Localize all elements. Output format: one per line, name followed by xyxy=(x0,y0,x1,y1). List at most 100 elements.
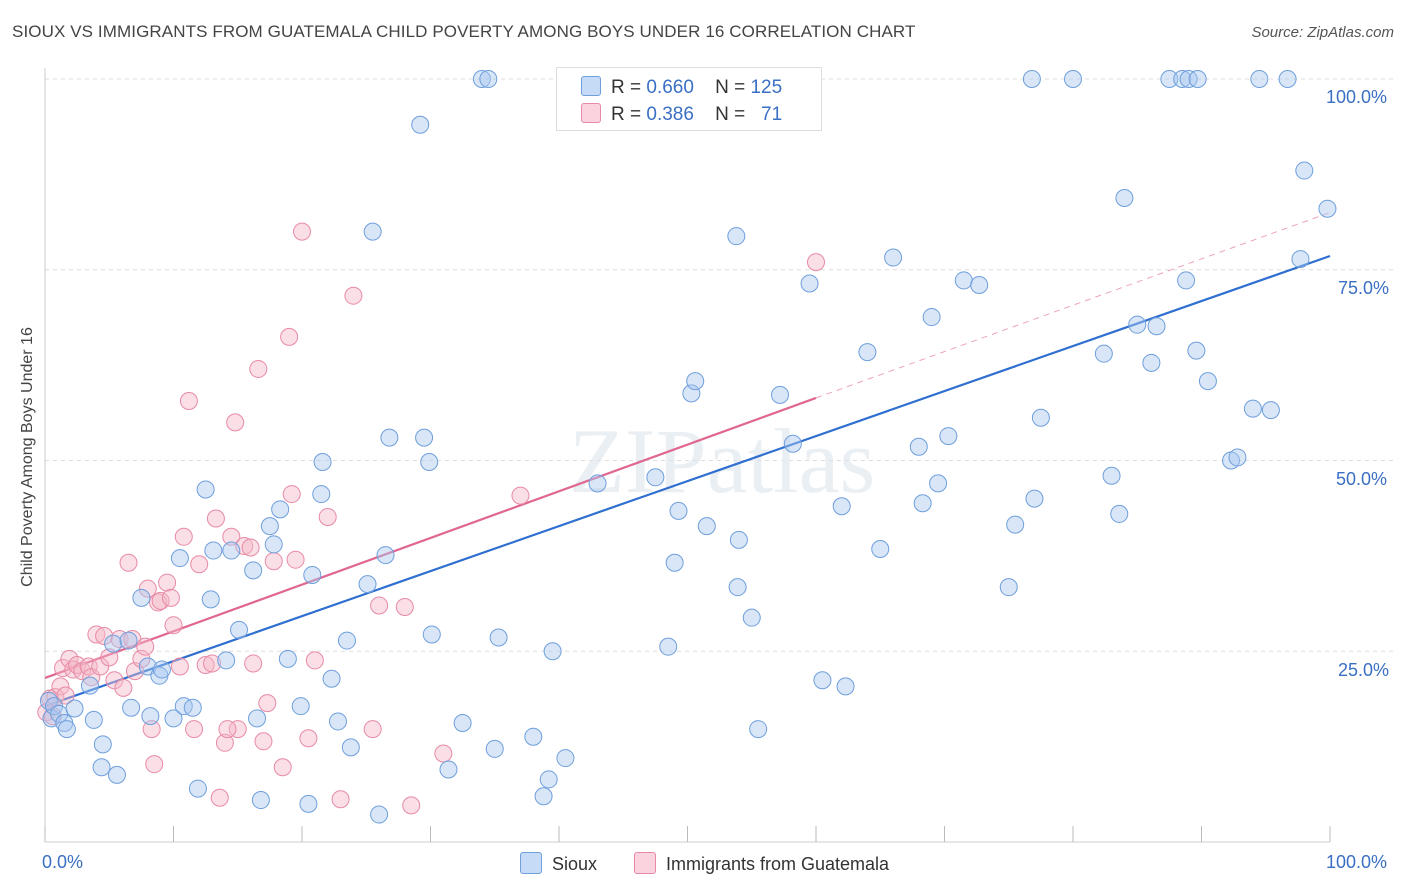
legend-label: Immigrants from Guatemala xyxy=(666,854,890,874)
sioux-point xyxy=(248,709,267,728)
sioux-point xyxy=(299,794,318,813)
guatemala-point xyxy=(807,253,825,272)
trend-lines xyxy=(44,212,1331,708)
sioux-point xyxy=(230,620,249,639)
sioux-point xyxy=(999,578,1018,597)
guatemala-point xyxy=(56,686,75,705)
sioux-point xyxy=(871,540,890,559)
guatemala-point xyxy=(114,678,133,697)
legend-item-sioux: Sioux xyxy=(520,852,597,875)
sioux-point xyxy=(1250,70,1269,88)
sioux-point xyxy=(1198,372,1217,391)
sioux-point xyxy=(543,642,562,661)
sioux-point xyxy=(489,628,508,647)
sioux-point xyxy=(1160,70,1179,88)
guatemala-point xyxy=(344,286,363,305)
guatemala-point xyxy=(293,222,311,241)
sioux-point xyxy=(1006,515,1025,534)
n-label: N = xyxy=(715,77,746,98)
sioux-point xyxy=(729,530,748,549)
sioux-point xyxy=(264,535,283,554)
guatemala-point xyxy=(282,485,301,504)
guatemala-point xyxy=(254,732,273,751)
guatemala-point xyxy=(158,573,177,592)
sioux-point xyxy=(1110,504,1129,523)
sioux-point xyxy=(84,710,103,729)
guatemala-point xyxy=(258,694,277,713)
sioux-point xyxy=(858,343,877,362)
sioux-point xyxy=(682,384,701,403)
sioux-point xyxy=(39,691,58,710)
correlation-legend: R = 0.660 N = 125 R = 0.386 N = 71 xyxy=(556,67,822,131)
sioux-point xyxy=(1261,401,1280,420)
guatemala-point xyxy=(196,655,215,674)
sioux-point xyxy=(472,70,491,88)
guatemala-point xyxy=(138,579,157,598)
legend-row-guatemala: R = 0.386 N = 71 xyxy=(581,103,782,125)
guatemala-point xyxy=(395,597,414,616)
sioux-point xyxy=(669,501,688,520)
sioux-point xyxy=(771,385,790,404)
sioux-point xyxy=(534,787,553,806)
guatemala-point xyxy=(179,391,198,410)
sioux-point xyxy=(1187,341,1206,360)
guatemala-swatch xyxy=(581,103,601,123)
sioux-point xyxy=(341,738,360,757)
sioux-point xyxy=(1278,70,1297,88)
sioux-point xyxy=(646,468,665,487)
sioux-point xyxy=(1094,344,1113,363)
sioux-point xyxy=(313,453,332,472)
sioux-point xyxy=(92,758,111,777)
sioux-trend-line xyxy=(44,254,1331,708)
y-tick-label: 75.0% xyxy=(1338,278,1390,298)
n-value: 71 xyxy=(761,104,783,125)
sioux-point xyxy=(1142,353,1161,372)
guatemala-point xyxy=(331,790,350,809)
sioux-point xyxy=(832,497,851,516)
guatemala-point xyxy=(363,720,382,739)
sioux-point xyxy=(183,698,202,717)
sioux-point xyxy=(260,517,279,536)
guatemala-point xyxy=(185,720,204,739)
guatemala-point xyxy=(51,677,70,696)
sioux-point xyxy=(922,308,941,327)
guatemala-point xyxy=(110,630,129,649)
sioux-point xyxy=(970,276,989,295)
sioux-point xyxy=(380,428,399,447)
watermark: ZIPatlas xyxy=(569,410,876,512)
sioux-point xyxy=(1128,315,1147,334)
guatemala-point xyxy=(190,555,209,574)
sioux-point xyxy=(271,500,290,519)
sioux-point xyxy=(80,676,99,695)
sioux-point xyxy=(65,699,84,718)
sioux-point xyxy=(783,434,802,453)
sioux-point xyxy=(141,707,160,726)
sioux-point xyxy=(251,791,270,810)
n-label: N = xyxy=(715,104,746,125)
guatemala-point xyxy=(119,553,138,572)
y-tick-label: 25.0% xyxy=(1338,660,1390,680)
sioux-point xyxy=(312,485,331,504)
sioux-point xyxy=(174,697,193,716)
sioux-point xyxy=(122,698,141,717)
sioux-point xyxy=(1147,317,1166,336)
sioux-point xyxy=(588,474,607,493)
sioux-point xyxy=(800,274,819,293)
guatemala-point xyxy=(91,657,110,676)
guatemala-point xyxy=(210,788,229,807)
sioux-point xyxy=(204,541,223,560)
guatemala-point xyxy=(249,359,268,378)
y-tick-label: 100.0% xyxy=(1326,87,1388,107)
y-axis-label: Child Poverty Among Boys Under 16 xyxy=(19,327,36,587)
guatemala-point xyxy=(241,538,260,557)
sioux-point xyxy=(1173,70,1192,88)
guatemala-point xyxy=(161,588,180,607)
guatemala-point xyxy=(132,649,151,668)
sioux-point xyxy=(1188,70,1207,88)
sioux-point xyxy=(954,271,973,290)
guatemala-point xyxy=(370,596,389,615)
r-value: 0.660 xyxy=(646,77,694,98)
r-label: R = xyxy=(611,77,642,98)
sioux-point xyxy=(1031,408,1050,427)
sioux-point xyxy=(291,697,310,716)
